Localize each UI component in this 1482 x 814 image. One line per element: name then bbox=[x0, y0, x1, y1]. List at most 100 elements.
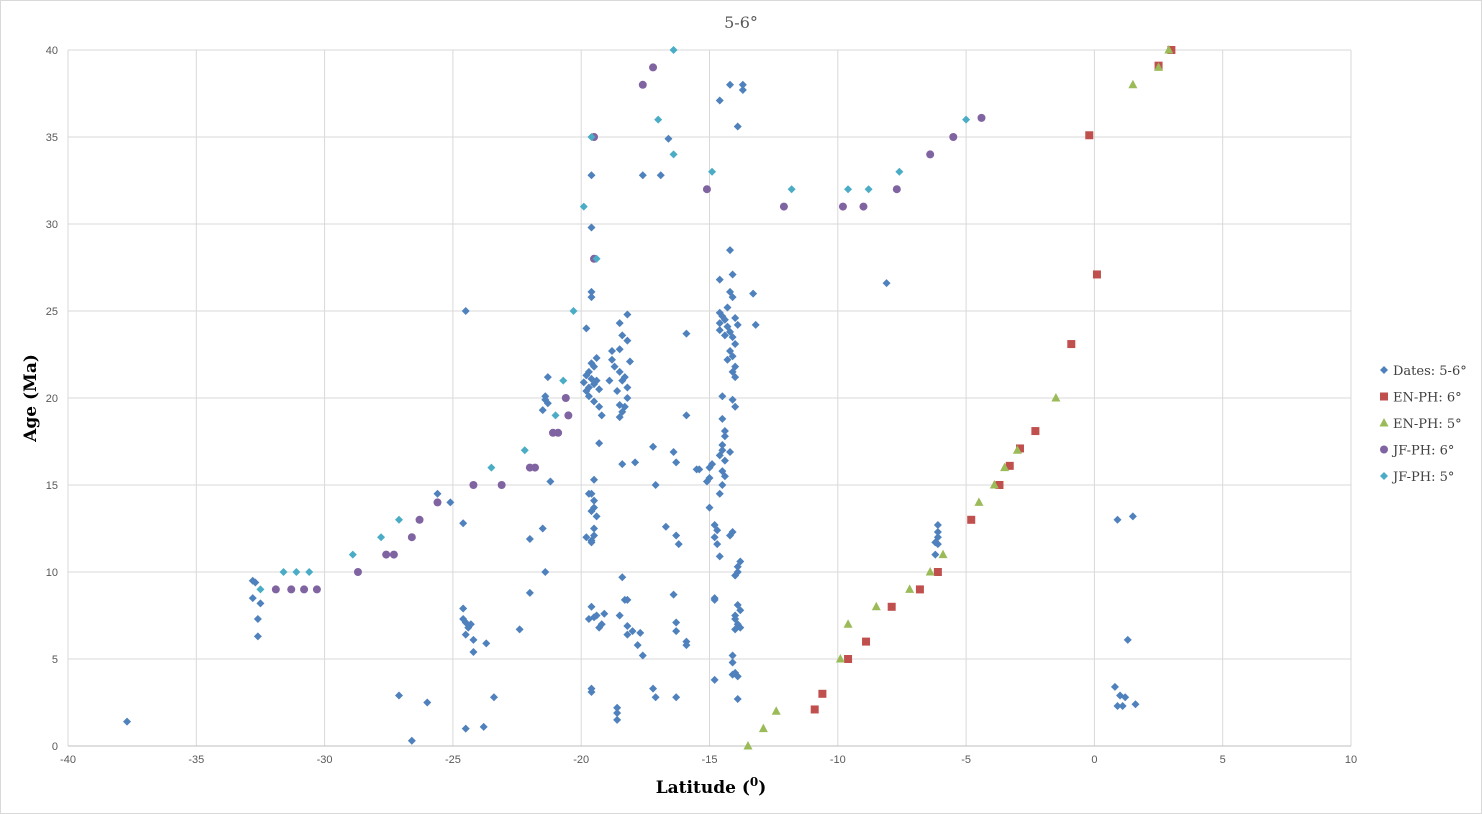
data-point bbox=[949, 133, 958, 141]
data-point bbox=[256, 599, 265, 608]
gridlines bbox=[67, 49, 1352, 747]
data-point bbox=[738, 80, 747, 89]
data-point bbox=[256, 585, 265, 594]
data-point bbox=[731, 373, 740, 382]
data-point bbox=[974, 497, 984, 506]
x-tick-label: -40 bbox=[60, 754, 76, 766]
x-tick-label: 10 bbox=[1345, 754, 1357, 766]
data-point bbox=[633, 641, 642, 650]
data-point bbox=[638, 651, 647, 660]
data-point bbox=[751, 320, 760, 329]
legend: Dates: 5-6° EN-PH: 6° EN-PH: 5° JF-PH: 6° JF… bbox=[1379, 364, 1467, 485]
data-point bbox=[587, 538, 596, 547]
data-point bbox=[569, 307, 578, 315]
data-point bbox=[623, 621, 632, 630]
data-point bbox=[623, 383, 632, 392]
data-point bbox=[672, 627, 681, 636]
data-point bbox=[625, 357, 634, 366]
data-point bbox=[926, 150, 935, 159]
data-point bbox=[1000, 462, 1010, 472]
data-point bbox=[587, 287, 596, 296]
data-point bbox=[615, 611, 624, 620]
data-point bbox=[838, 202, 847, 211]
data-point bbox=[731, 313, 740, 322]
data-point bbox=[623, 336, 632, 345]
data-point bbox=[597, 411, 606, 420]
data-point bbox=[1067, 340, 1076, 349]
data-point bbox=[620, 373, 629, 382]
data-point bbox=[728, 293, 737, 302]
data-point bbox=[1154, 62, 1164, 71]
data-point bbox=[718, 392, 727, 401]
data-point bbox=[708, 460, 717, 469]
data-point bbox=[461, 630, 470, 639]
data-point bbox=[895, 167, 904, 176]
data-point bbox=[1118, 701, 1127, 710]
data-point bbox=[728, 352, 737, 361]
x-tick-label: -25 bbox=[445, 754, 461, 766]
data-point bbox=[590, 531, 599, 540]
data-point bbox=[538, 406, 547, 415]
data-point bbox=[587, 489, 596, 498]
data-point bbox=[1113, 515, 1122, 524]
data-point bbox=[710, 533, 719, 542]
data-point bbox=[726, 80, 735, 89]
data-point bbox=[590, 475, 599, 484]
data-point bbox=[592, 376, 601, 385]
data-point bbox=[582, 324, 591, 333]
data-point bbox=[1012, 445, 1022, 454]
data-point bbox=[651, 481, 660, 489]
data-point bbox=[733, 562, 742, 571]
data-point bbox=[312, 585, 321, 594]
data-point bbox=[925, 567, 935, 576]
data-point bbox=[743, 741, 753, 750]
data-point bbox=[382, 550, 391, 559]
data-point bbox=[461, 724, 470, 733]
data-point bbox=[715, 489, 724, 498]
data-point bbox=[595, 385, 604, 394]
data-point bbox=[649, 684, 658, 693]
data-point bbox=[251, 578, 260, 587]
data-point bbox=[771, 706, 781, 715]
data-point bbox=[587, 507, 596, 516]
data-point bbox=[618, 573, 627, 582]
data-point bbox=[1128, 512, 1137, 521]
data-point bbox=[579, 202, 588, 211]
data-point bbox=[395, 691, 404, 700]
data-point bbox=[592, 512, 601, 521]
data-point bbox=[587, 688, 596, 697]
data-point bbox=[497, 481, 506, 489]
data-point bbox=[672, 693, 681, 702]
data-point bbox=[664, 134, 673, 143]
data-point bbox=[423, 698, 432, 707]
data-point bbox=[669, 150, 678, 159]
y-tick-label: 5 bbox=[52, 654, 58, 666]
data-point bbox=[864, 185, 873, 194]
data-point bbox=[395, 515, 404, 524]
data-point bbox=[1113, 701, 1122, 710]
data-point bbox=[479, 722, 488, 731]
data-point bbox=[720, 315, 729, 324]
data-point bbox=[561, 394, 570, 402]
data-point bbox=[695, 465, 704, 474]
data-point bbox=[538, 524, 547, 533]
data-point bbox=[705, 503, 714, 512]
data-point bbox=[628, 627, 637, 636]
data-point bbox=[654, 115, 663, 124]
x-tick-label: -35 bbox=[188, 754, 204, 766]
data-point bbox=[1005, 461, 1014, 470]
data-point bbox=[726, 447, 735, 456]
data-point bbox=[631, 458, 640, 467]
data-point bbox=[433, 498, 442, 507]
data-point bbox=[1121, 693, 1130, 702]
data-point bbox=[469, 481, 478, 489]
data-point bbox=[702, 185, 711, 194]
data-point bbox=[587, 293, 596, 302]
data-point bbox=[615, 367, 624, 376]
y-tick-label: 0 bbox=[52, 741, 58, 753]
data-point bbox=[728, 670, 737, 679]
data-point bbox=[1015, 444, 1024, 453]
tick-labels: -40 -35 -30 -25 -20 -15 -10 -5 0 5 10 0 5 10 15 20 25 30 3… bbox=[46, 45, 1357, 766]
data-point bbox=[843, 619, 853, 628]
